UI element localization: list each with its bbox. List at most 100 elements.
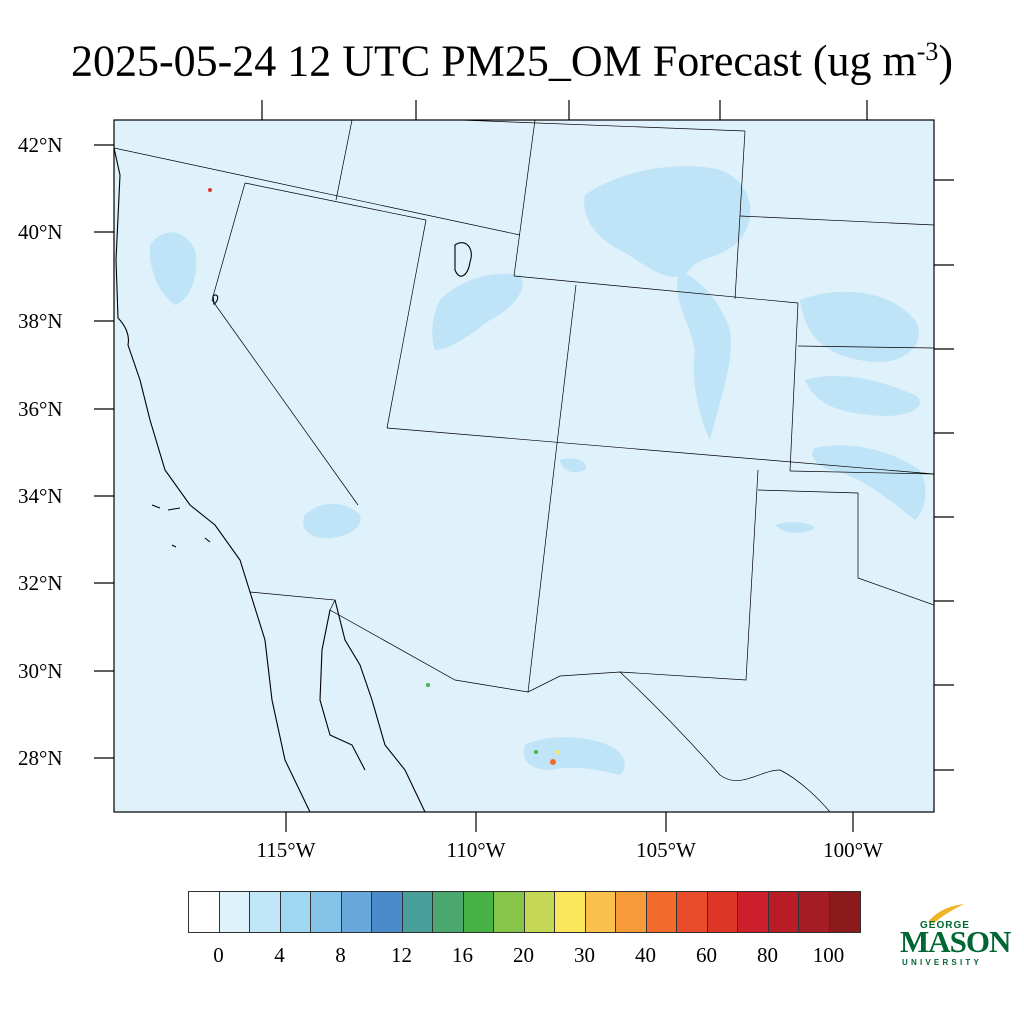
hotspot-marker bbox=[534, 750, 538, 754]
plume-chihuahua bbox=[523, 737, 625, 775]
utah-colorado-border bbox=[555, 284, 577, 453]
lat-label-32: 32°N bbox=[18, 571, 63, 595]
plume-nevada-north bbox=[149, 232, 197, 305]
colorbar-swatch bbox=[707, 892, 738, 932]
map-title: 2025-05-24 12 UTC PM25_OM Forecast (ug m… bbox=[0, 22, 1024, 92]
oregon-idaho-border bbox=[114, 147, 521, 236]
plume-kansas bbox=[805, 375, 920, 416]
colorbar-label: 30 bbox=[574, 943, 595, 967]
lat-label-28: 28°N bbox=[18, 746, 63, 770]
title-text: 2025-05-24 12 UTC PM25_OM Forecast (ug m bbox=[70, 36, 917, 86]
colorbar-swatch bbox=[433, 892, 464, 932]
colorbar-label: 100 bbox=[812, 943, 845, 967]
colorbar-swatch bbox=[555, 892, 586, 932]
dakota-border bbox=[739, 215, 934, 226]
colorbar-swatch bbox=[311, 892, 342, 932]
state-boundaries bbox=[114, 120, 934, 812]
colorbar-label: 0 bbox=[213, 943, 224, 967]
colorbar-swatch bbox=[646, 892, 677, 932]
colorbar-label: 20 bbox=[513, 943, 534, 967]
wyoming-east-border bbox=[734, 130, 746, 300]
baja-gulf-coast bbox=[334, 599, 426, 812]
logo-mason: MASON bbox=[900, 924, 1011, 959]
wyoming-west-border bbox=[513, 120, 536, 277]
plume-utah bbox=[432, 273, 523, 350]
colorbar-label: 16 bbox=[452, 943, 473, 967]
california-nevada-border bbox=[211, 182, 359, 506]
california-coast bbox=[114, 147, 311, 812]
colorbar-label: 80 bbox=[757, 943, 778, 967]
plume-arizona bbox=[303, 503, 361, 539]
colorbar-label: 12 bbox=[391, 943, 412, 967]
colorbar-label: 40 bbox=[635, 943, 656, 967]
hotspot-marker bbox=[555, 750, 559, 754]
lat-label-30: 30°N bbox=[18, 659, 63, 683]
colorbar-swatch bbox=[463, 892, 494, 932]
nebraska-south-border bbox=[797, 345, 934, 349]
lat-label-36: 36°N bbox=[18, 397, 63, 421]
plume-newmexico bbox=[560, 458, 586, 473]
colorbar bbox=[188, 891, 861, 933]
colorbar-label: 4 bbox=[274, 943, 285, 967]
colorbar-swatch bbox=[524, 892, 555, 932]
plume-wyoming bbox=[584, 166, 751, 277]
kansas-south-border bbox=[789, 470, 934, 475]
newmexico-texas-border bbox=[619, 469, 759, 681]
colorbar-label: 8 bbox=[335, 943, 346, 967]
colorbar-swatch bbox=[219, 892, 250, 932]
colorbar-swatch bbox=[372, 892, 403, 932]
colorbar-swatch bbox=[616, 892, 647, 932]
colorbar-swatch bbox=[280, 892, 311, 932]
title-close: ) bbox=[938, 36, 954, 86]
colorbar-swatch bbox=[738, 892, 769, 932]
plume-kansas-south bbox=[812, 445, 926, 520]
colorbar-swatch bbox=[799, 892, 830, 932]
logo-george: GEORGE bbox=[920, 920, 970, 931]
map-background bbox=[114, 120, 934, 812]
four-corners-line bbox=[386, 427, 934, 475]
colorbar-swatch bbox=[677, 892, 708, 932]
flame-icon bbox=[928, 904, 964, 923]
sonora-coast bbox=[319, 609, 366, 771]
lon-label-105w: 105°W bbox=[636, 838, 696, 862]
logo-university: UNIVERSITY bbox=[902, 958, 983, 967]
hotspot-markers bbox=[208, 188, 559, 765]
colorbar-swatch bbox=[494, 892, 525, 932]
colorbar-label: 60 bbox=[696, 943, 717, 967]
colorbar-swatch bbox=[189, 892, 220, 932]
idaho-wyoming-border bbox=[335, 120, 353, 201]
hotspot-marker bbox=[550, 759, 556, 765]
lon-label-100w: 100°W bbox=[823, 838, 883, 862]
plume-layer bbox=[149, 166, 926, 775]
channel-islands bbox=[151, 504, 211, 548]
lake-tahoe bbox=[212, 294, 219, 305]
plume-colorado bbox=[677, 270, 731, 440]
lat-label-40: 40°N bbox=[18, 220, 63, 244]
lat-label-38: 38°N bbox=[18, 309, 63, 333]
gmu-logo: GEORGE MASON UNIVERSITY bbox=[896, 900, 1011, 970]
lat-label-42: 42°N bbox=[18, 133, 63, 157]
tick-marks bbox=[94, 100, 954, 832]
title-superscript: -3 bbox=[916, 37, 939, 66]
coastlines bbox=[114, 147, 472, 812]
montana-wyoming-border bbox=[459, 120, 746, 132]
colorbar-swatch bbox=[829, 892, 860, 932]
lat-label-34: 34°N bbox=[18, 484, 63, 508]
plume-nebraska bbox=[800, 291, 919, 363]
arizona-newmexico-border bbox=[527, 451, 557, 693]
plume-texas bbox=[775, 522, 815, 533]
wyoming-south-border bbox=[513, 275, 799, 304]
lon-label-115w: 115°W bbox=[256, 838, 316, 862]
oklahoma-border bbox=[757, 489, 934, 606]
colorbar-swatch bbox=[250, 892, 281, 932]
colorbar-swatch bbox=[402, 892, 433, 932]
colorbar-swatch bbox=[585, 892, 616, 932]
colorbar-swatch bbox=[341, 892, 372, 932]
colorbar-swatch bbox=[768, 892, 799, 932]
us-mexico-border bbox=[249, 591, 831, 812]
lon-label-110w: 110°W bbox=[446, 838, 506, 862]
nevada-north-border bbox=[244, 182, 427, 221]
hotspot-marker bbox=[208, 188, 212, 192]
colorado-east-border bbox=[789, 302, 799, 472]
